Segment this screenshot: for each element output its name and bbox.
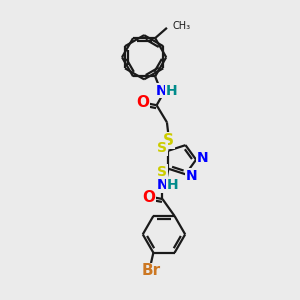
Text: N: N [157,178,168,192]
Text: S: S [158,141,167,155]
Text: S: S [163,133,174,148]
Text: Br: Br [141,263,160,278]
Text: O: O [142,190,155,205]
Text: N: N [197,151,208,165]
Text: N: N [186,169,198,183]
Text: S: S [157,165,167,178]
Text: O: O [136,95,150,110]
Text: N: N [156,83,167,98]
Text: H: H [167,178,178,192]
Text: H: H [166,83,178,98]
Text: CH₃: CH₃ [172,21,190,31]
